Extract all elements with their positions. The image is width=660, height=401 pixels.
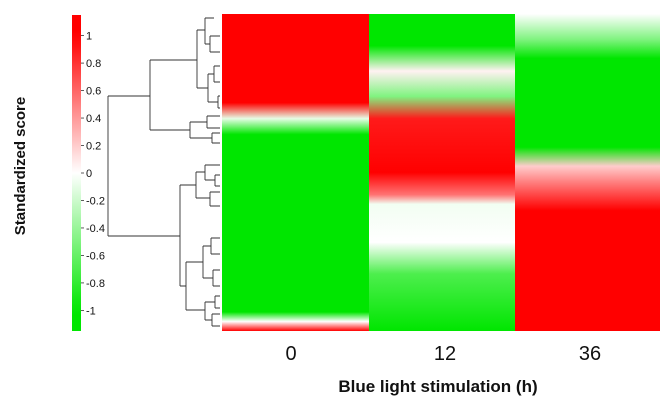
colorbar-tick-label: 0.2 [86,141,101,153]
column-label-12: 12 [434,343,456,365]
dendrogram [107,17,220,327]
y-axis-label: Standardized score [12,97,29,235]
colorbar-tick-label: 0 [86,168,92,180]
colorbar-tick-label: -0.8 [86,278,105,290]
heatmap-grid [222,14,660,331]
colorbar-tick-label: -0.2 [86,195,105,207]
heatmap-column-0h [222,14,369,331]
colorbar-tick-label: -0.6 [86,250,105,262]
colorbar-gradient [72,15,81,331]
colorbar-tick-label: 0.4 [86,113,101,125]
column-label-36: 36 [579,343,601,365]
colorbar-tick-label: -0.4 [86,223,105,235]
colorbar-tick-label: 1 [86,31,92,43]
colorbar-tick-label: 0.6 [86,86,101,98]
heatmap-column-12h [369,14,515,331]
colorbar-ticks: 1 0.8 0.6 0.4 0.2 0 -0.2 -0.4 -0.6 -0.8 -1 [81,31,105,317]
colorbar-tick-label: 0.8 [86,58,101,70]
colorbar-legend: 1 0.8 0.6 0.4 0.2 0 -0.2 -0.4 -0.6 -0.8 -1 [72,15,105,331]
column-label-0: 0 [285,343,296,365]
heatmap-column-36h [515,14,660,331]
x-axis-label: Blue light stimulation (h) [338,377,537,396]
colorbar-tick-label: -1 [86,305,96,317]
